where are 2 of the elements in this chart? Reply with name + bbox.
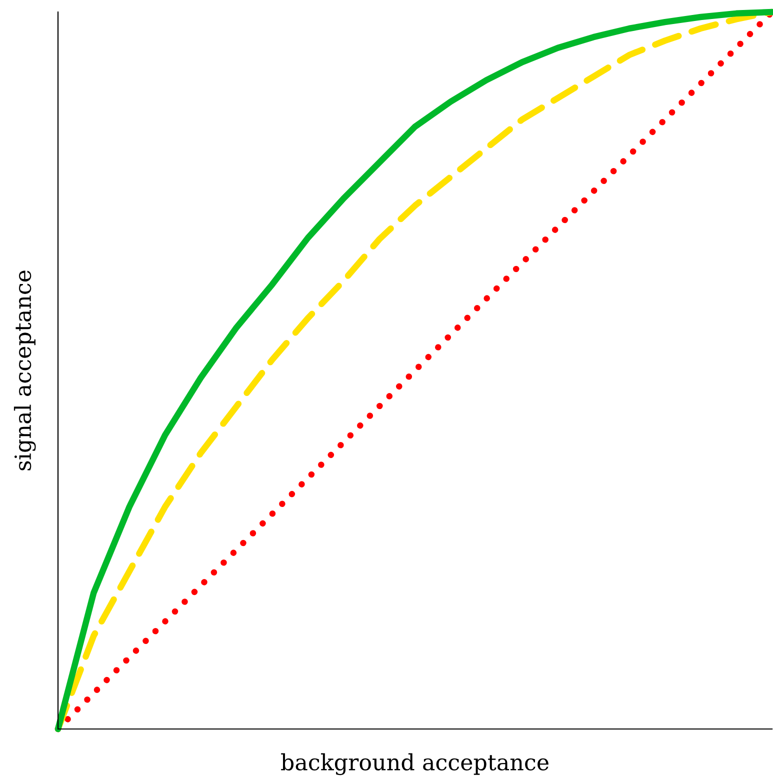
x-axis-title: background acceptance [281, 753, 548, 776]
y-axis-title: signal acceptance [14, 270, 36, 470]
